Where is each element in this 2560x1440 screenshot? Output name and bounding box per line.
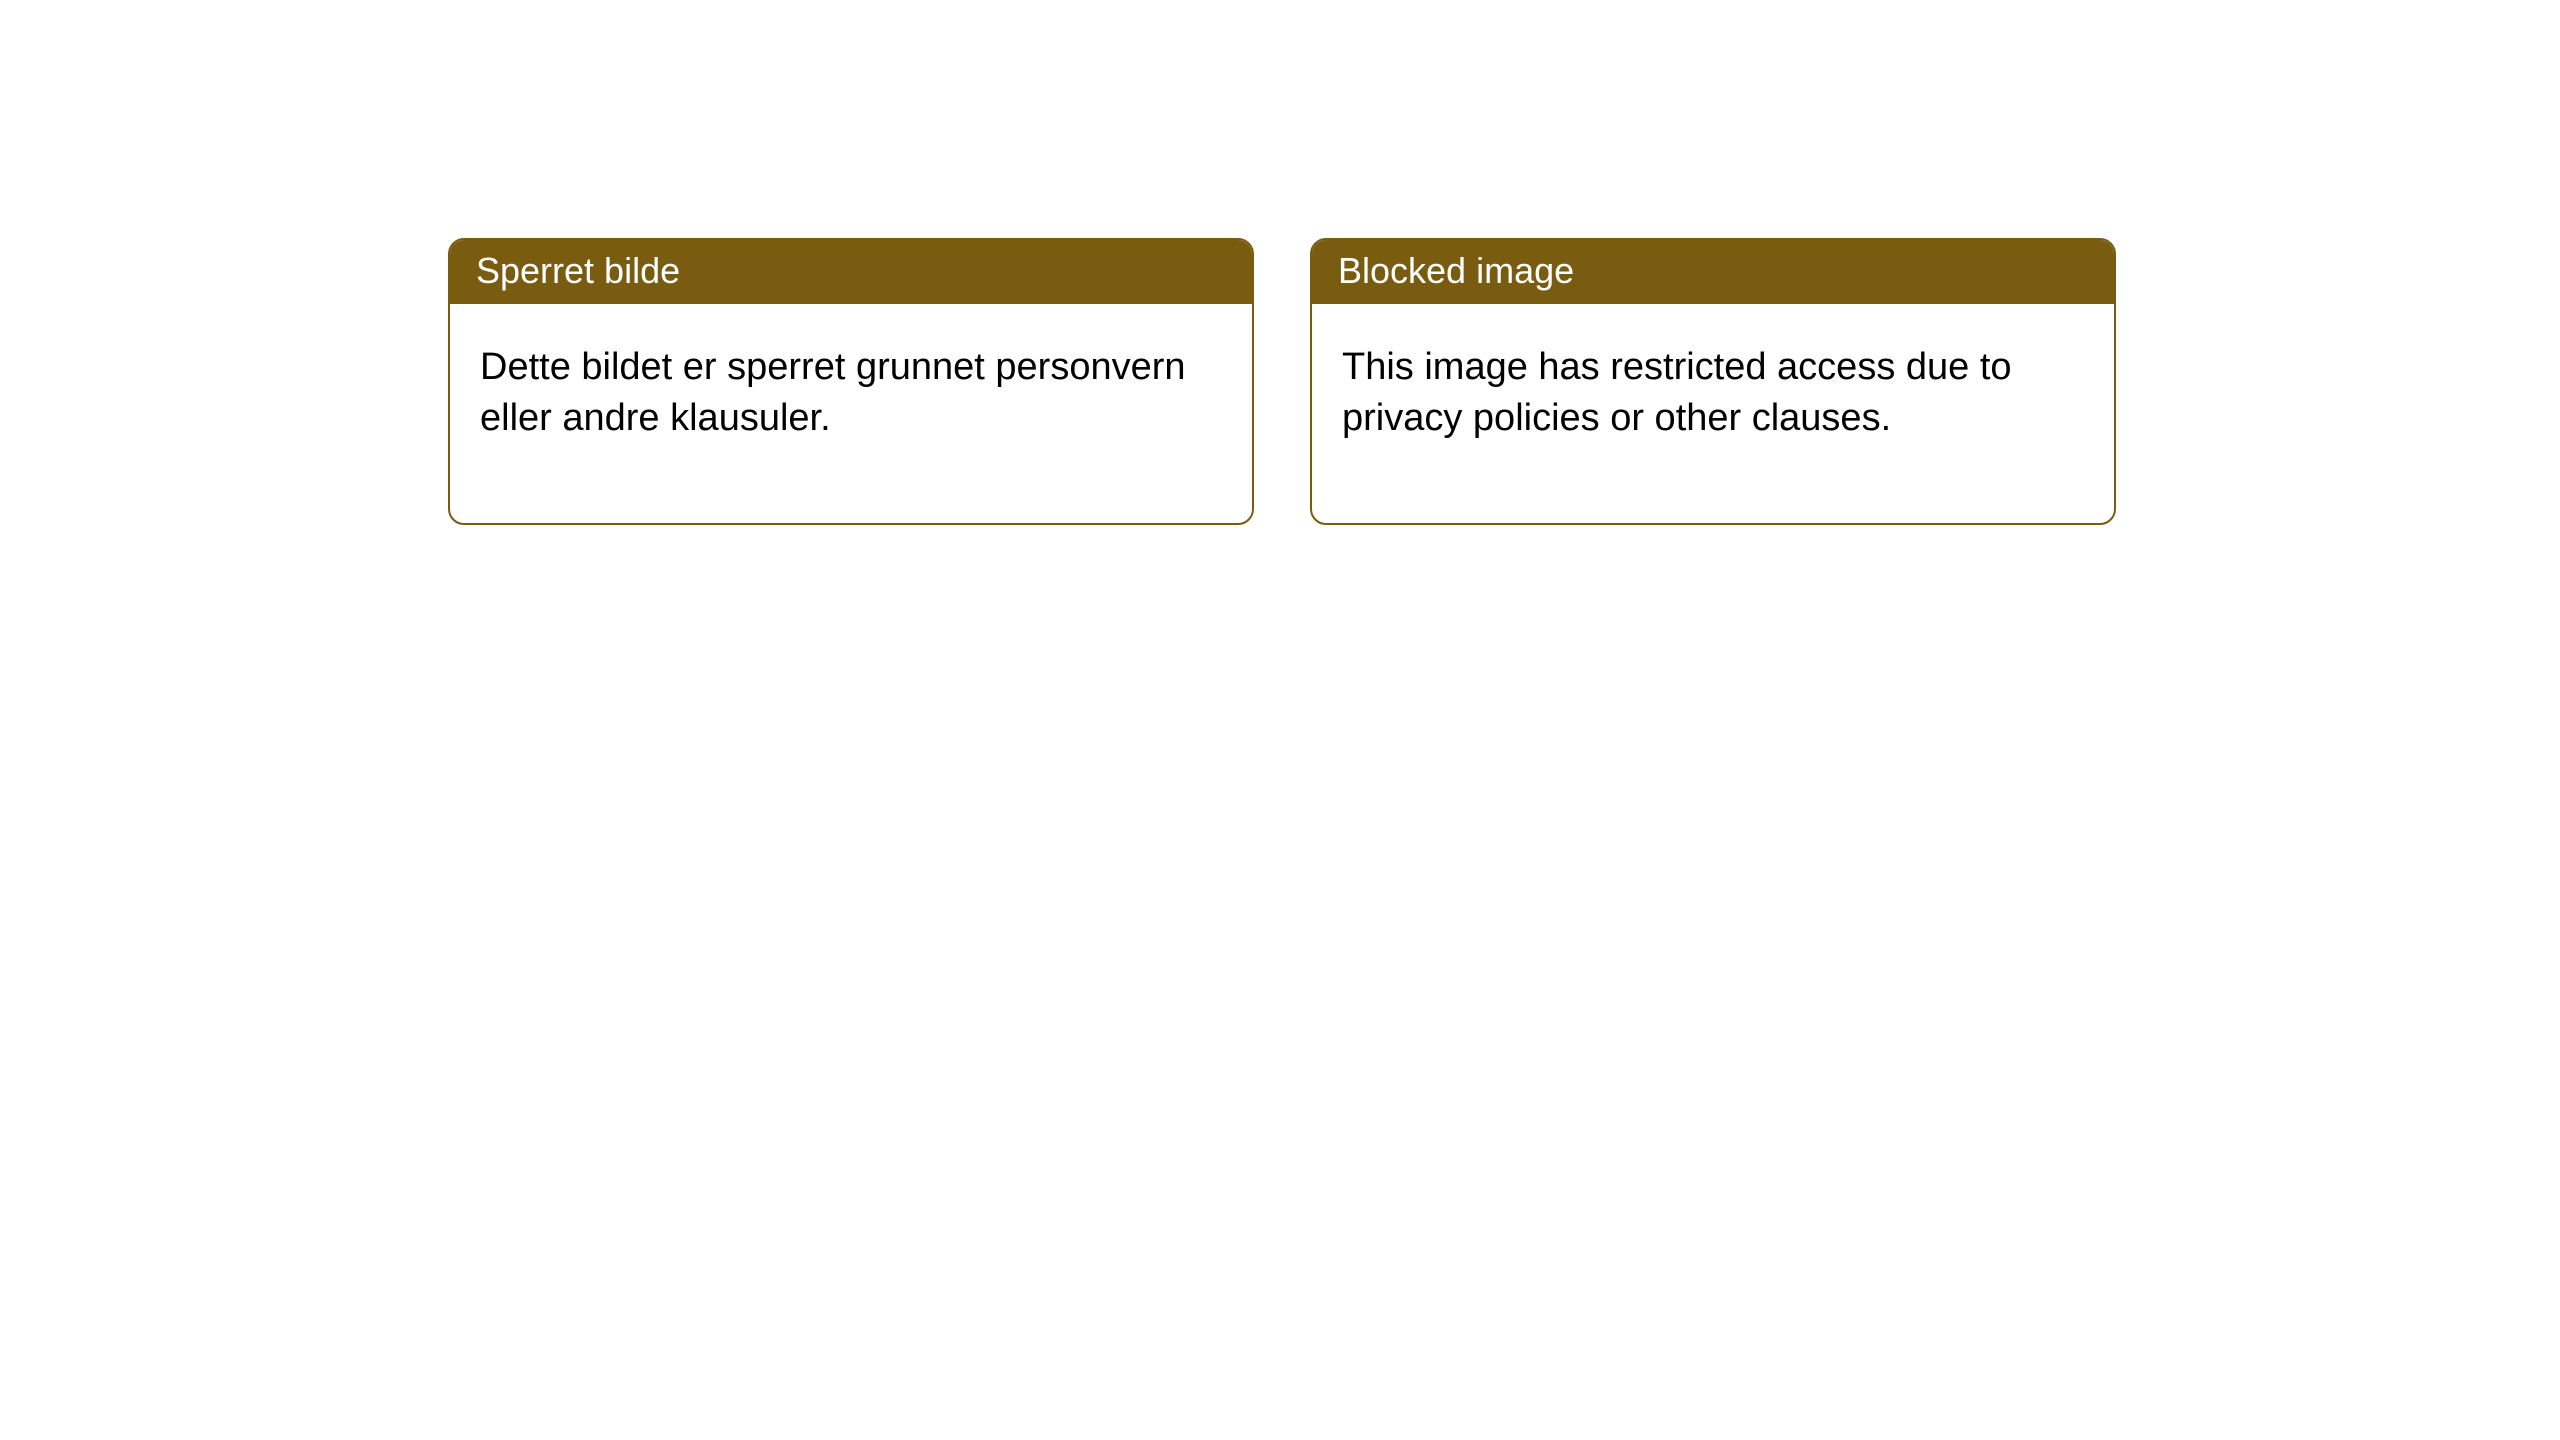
notice-card-english: Blocked image This image has restricted … — [1310, 238, 2116, 525]
notice-container: Sperret bilde Dette bildet er sperret gr… — [0, 0, 2560, 525]
notice-card-norwegian: Sperret bilde Dette bildet er sperret gr… — [448, 238, 1254, 525]
notice-body: This image has restricted access due to … — [1312, 304, 2114, 523]
notice-title: Sperret bilde — [450, 240, 1252, 304]
notice-body: Dette bildet er sperret grunnet personve… — [450, 304, 1252, 523]
notice-title: Blocked image — [1312, 240, 2114, 304]
